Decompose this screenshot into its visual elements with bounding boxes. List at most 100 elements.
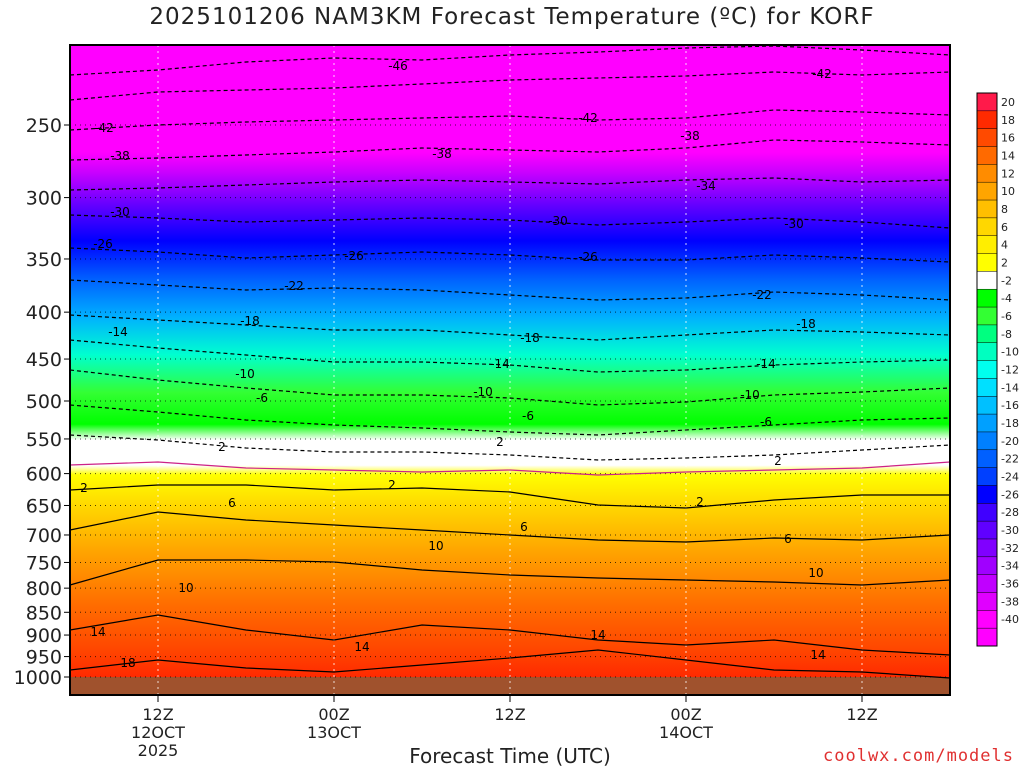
x-axis-label: Forecast Time (UTC)	[409, 744, 611, 768]
y-tick-label: 750	[26, 552, 62, 574]
colorbar-swatch	[977, 378, 997, 397]
colorbar-swatch	[977, 521, 997, 540]
colorbar-label: -34	[1001, 560, 1019, 573]
colorbar-swatch	[977, 200, 997, 219]
contour-label: -10	[740, 388, 760, 402]
colorbar-swatch	[977, 431, 997, 451]
contour-label: -42	[812, 67, 832, 81]
y-tick-label: 300	[26, 188, 62, 210]
y-tick-label: 400	[26, 302, 62, 324]
contour-line	[69, 339, 951, 373]
colorbar-swatch	[977, 271, 997, 290]
colorbar-label: 8	[1001, 203, 1008, 216]
contour-label: -30	[548, 214, 568, 228]
contour-label: -22	[284, 279, 304, 293]
colorbar-swatch	[977, 538, 997, 558]
x-tick-label: 12Z	[846, 705, 877, 724]
colorbar-swatch	[977, 342, 997, 362]
colorbar-swatch	[977, 396, 997, 415]
y-tick-label: 450	[26, 349, 62, 371]
colorbar-swatch	[977, 324, 997, 344]
colorbar-swatch	[977, 146, 997, 165]
colorbar-swatch	[977, 449, 997, 469]
colorbar-label: 18	[1001, 114, 1015, 127]
contour-label: -26	[93, 237, 113, 251]
x-tick-label: 12Z	[142, 705, 173, 724]
contour-label: 2	[696, 495, 704, 509]
y-tick-label: 650	[26, 495, 62, 517]
contour-label: -10	[473, 385, 493, 399]
colorbar-label: -14	[1001, 381, 1019, 394]
colorbar-swatch	[977, 628, 997, 647]
contour-label: -38	[680, 129, 700, 143]
colorbar-label: -24	[1001, 471, 1019, 484]
y-tick-label: 800	[26, 578, 62, 600]
contour-label: 2	[218, 440, 226, 454]
contour-label: 2	[80, 481, 88, 495]
y-tick-label: 900	[26, 625, 62, 647]
contour-label: -38	[110, 149, 130, 163]
contour-label: -6	[522, 409, 534, 423]
contour-line	[69, 484, 950, 509]
contour-line	[69, 434, 951, 461]
colorbar-swatch	[977, 360, 997, 379]
contour-label: -42	[94, 121, 114, 135]
y-axis: 2503003504004505005506006507007508008509…	[14, 115, 70, 689]
contour-label: 18	[120, 656, 135, 670]
contour-label: -42	[578, 111, 598, 125]
contour-label: -10	[235, 367, 255, 381]
contour-label: 10	[808, 566, 823, 580]
colorbar-swatch	[977, 164, 997, 183]
x-tick-label: 12Z	[494, 705, 525, 724]
colorbar-label: -40	[1001, 613, 1019, 626]
y-tick-label: 500	[26, 391, 62, 413]
colorbar-swatch	[977, 253, 997, 272]
colorbar-label: -8	[1001, 328, 1012, 341]
contour-line	[69, 461, 951, 476]
contour-label: -6	[256, 391, 268, 405]
contour-label: 2	[388, 478, 396, 492]
colorbar-swatch	[977, 556, 997, 576]
y-tick-label: 250	[26, 115, 62, 137]
colorbar-label: -2	[1001, 274, 1012, 287]
colorbar-label: -4	[1001, 292, 1012, 305]
colorbar-label: -26	[1001, 488, 1019, 501]
colorbar-swatch	[977, 592, 997, 611]
contour-label: 14	[810, 648, 825, 662]
contour-label: 2	[774, 454, 782, 468]
x-tick-label: 00Z	[318, 705, 349, 724]
credit-link[interactable]: coolwx.com/models	[823, 746, 1014, 766]
contour-line	[69, 404, 951, 436]
contour-label: -30	[784, 217, 804, 231]
colorbar-swatch	[977, 574, 997, 593]
contour-label: 14	[90, 625, 105, 639]
colorbar-swatch	[977, 182, 997, 201]
contour-label: -38	[432, 147, 452, 161]
contour-line	[69, 511, 951, 543]
colorbar-label: -38	[1001, 595, 1019, 608]
colorbar-label: -20	[1001, 435, 1019, 448]
y-tick-label: 950	[26, 647, 62, 669]
contour-label: 6	[228, 496, 236, 510]
colorbar-swatch	[977, 235, 997, 255]
contour-line	[69, 71, 951, 101]
contour-label: -14	[490, 357, 510, 371]
colorbar-swatch	[977, 467, 997, 486]
colorbar-label: 4	[1001, 239, 1008, 252]
colorbar-label: 12	[1001, 167, 1015, 180]
contour-line	[69, 614, 951, 656]
colorbar-swatch	[977, 485, 997, 504]
colorbar-label: 20	[1001, 96, 1015, 109]
colorbar-swatch	[977, 93, 997, 112]
colorbar-swatch	[977, 289, 997, 308]
x-tick-label: 14OCT	[659, 723, 713, 742]
colorbar-label: -22	[1001, 453, 1019, 466]
colorbar-label: 16	[1001, 132, 1015, 145]
colorbar: 20 18 16 14 12 10 8 6 4 2 -2 -4 -6 -8 -10 -12 -14 -16 -18 -…	[976, 92, 1019, 647]
plot-field	[70, 45, 950, 677]
contour-label: 10	[428, 539, 443, 553]
contour-label: -14	[108, 325, 128, 339]
contour-label: -18	[240, 314, 260, 328]
colorbar-swatch	[977, 414, 997, 433]
